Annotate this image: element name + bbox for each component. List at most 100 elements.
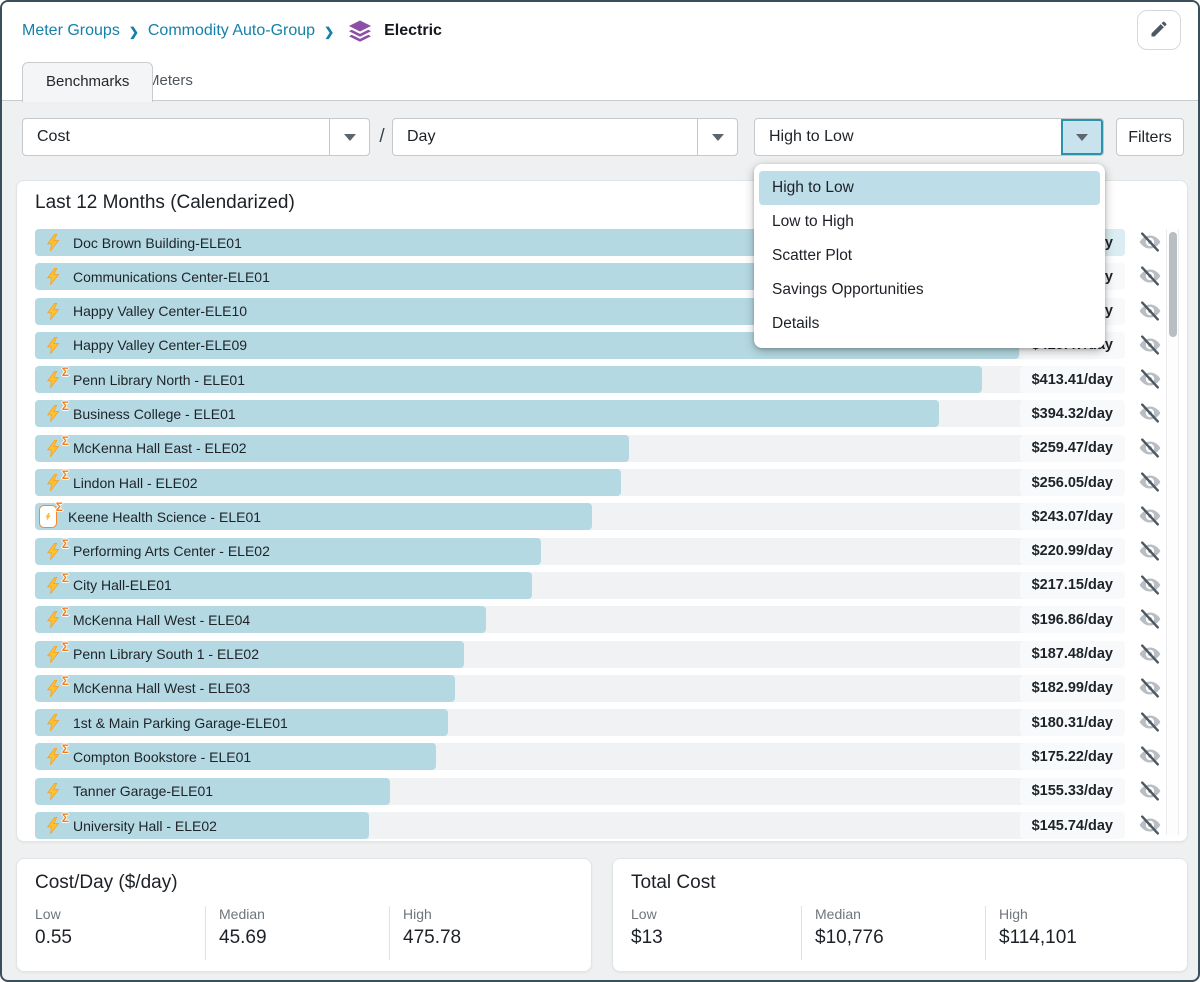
stat-low: Low 0.55 <box>35 906 205 960</box>
view-select-arrow[interactable] <box>1061 119 1103 155</box>
benchmark-bar-track[interactable]: Σ Keene Health Science - ELE01 $243.07/day <box>35 500 1125 531</box>
sigma-badge: Σ <box>61 399 69 414</box>
sigma-badge: Σ <box>61 742 69 757</box>
lightning-sigma-icon: Σ <box>44 605 69 629</box>
hide-meter-button[interactable] <box>1137 573 1163 598</box>
lightning-icon <box>44 268 62 286</box>
hide-meter-button[interactable] <box>1137 504 1163 529</box>
hide-meter-button[interactable] <box>1137 436 1163 461</box>
menu-option-details[interactable]: Details <box>772 315 820 332</box>
edit-button[interactable] <box>1137 10 1181 50</box>
hide-meter-button[interactable] <box>1137 367 1163 392</box>
lightning-sigma-icon: Σ <box>44 674 69 697</box>
hide-meter-button[interactable] <box>1137 299 1163 324</box>
meter-name: City Hall-ELE01 <box>73 577 172 594</box>
hide-meter-button[interactable] <box>1137 710 1163 735</box>
hide-meter-button[interactable] <box>1137 779 1163 804</box>
eye-off-icon <box>1137 369 1163 394</box>
scrollbar-track[interactable] <box>1166 229 1179 835</box>
benchmark-bar-track[interactable]: Σ Penn Library South 1 - ELE02 $187.48/day <box>35 640 1125 668</box>
benchmark-bar-track[interactable]: Σ McKenna Hall West - ELE04 $196.86/day <box>35 605 1125 634</box>
hide-meter-button[interactable] <box>1137 230 1163 255</box>
hide-meter-button[interactable] <box>1137 264 1163 289</box>
sigma-badge: Σ <box>61 673 69 688</box>
benchmark-bar-track[interactable]: Σ University Hall - ELE02 $145.74/day <box>35 811 1125 840</box>
benchmark-row-content: Σ Penn Library North - ELE01 <box>44 365 245 393</box>
lightning-icon <box>44 782 62 800</box>
chevron-right-icon: ❯ <box>324 24 335 39</box>
view-select[interactable]: High to Low <box>754 118 1104 156</box>
benchmark-bar <box>35 743 437 771</box>
eye-off-icon <box>1137 746 1163 771</box>
menu-option-low-to-high[interactable]: Low to High <box>772 213 854 230</box>
meter-name: Communications Center-ELE01 <box>73 268 270 285</box>
menu-option-high-to-low[interactable]: High to Low <box>759 171 1100 205</box>
benchmark-bar-track[interactable]: Σ Lindon Hall - ELE02 $256.05/day <box>35 468 1125 497</box>
hide-meter-button[interactable] <box>1137 642 1163 667</box>
hide-meter-button[interactable] <box>1137 401 1163 426</box>
tab-benchmarks[interactable]: Benchmarks <box>22 62 154 102</box>
menu-option-savings-opportunities[interactable]: Savings Opportunities <box>772 281 924 298</box>
meter-value: $256.05/day <box>1019 469 1125 497</box>
period-select[interactable]: Day <box>392 118 738 156</box>
hide-meter-button[interactable] <box>1137 470 1163 495</box>
breadcrumb-commodity-auto-group[interactable]: Commodity Auto-Group <box>147 22 316 39</box>
benchmark-row-content: Happy Valley Center-ELE09 <box>44 332 247 359</box>
eye-off-icon <box>1137 266 1163 291</box>
benchmark-bar-track[interactable]: Σ McKenna Hall East - ELE02 $259.47/day <box>35 434 1125 462</box>
hide-meter-button[interactable] <box>1137 676 1163 701</box>
benchmark-row: Σ Keene Health Science - ELE01 $243.07/day <box>35 500 1163 531</box>
meter-name: Compton Bookstore - ELE01 <box>73 748 252 765</box>
benchmark-bar <box>35 537 541 565</box>
lightning-sigma-icon: Σ <box>44 811 69 835</box>
tab-meters[interactable]: Meters <box>147 72 193 89</box>
hide-meter-button[interactable] <box>1137 333 1163 358</box>
benchmark-bar-track[interactable]: Tanner Garage-ELE01 $155.33/day <box>35 777 1125 805</box>
meter-name: McKenna Hall West - ELE04 <box>73 611 251 628</box>
period-select-arrow[interactable] <box>697 119 737 155</box>
benchmark-bar-track[interactable]: 1st & Main Parking Garage-ELE01 $180.31/d… <box>35 709 1125 737</box>
meter-name: Tanner Garage-ELE01 <box>73 783 214 800</box>
benchmark-bar-track[interactable]: Σ City Hall-ELE01 $217.15/day <box>35 571 1125 599</box>
stat-value: $114,101 <box>999 927 1077 948</box>
benchmark-bar-track[interactable]: Σ Compton Bookstore - ELE01 $175.22/day <box>35 742 1125 771</box>
benchmark-row-content: Σ Lindon Hall - ELE02 <box>44 468 198 496</box>
menu-option-scatter-plot[interactable]: Scatter Plot <box>772 247 853 264</box>
benchmark-bar <box>35 812 369 840</box>
hide-meter-button[interactable] <box>1137 539 1163 564</box>
benchmark-bar <box>35 606 487 634</box>
benchmark-bar-track[interactable]: Σ Penn Library North - ELE01 $413.41/day <box>35 365 1125 394</box>
scrollbar-thumb[interactable] <box>1169 232 1177 337</box>
benchmark-chart-card: Last 12 Months (Calendarized) Doc Brown … <box>16 180 1188 842</box>
summary-card-title: Total Cost <box>631 872 716 893</box>
benchmark-bar-track[interactable]: Σ Performing Arts Center - ELE02 $220.99/d… <box>35 536 1125 565</box>
metric-select-arrow[interactable] <box>329 119 369 155</box>
breadcrumb-meter-groups[interactable]: Meter Groups <box>22 22 120 39</box>
hide-meter-button[interactable] <box>1137 607 1163 632</box>
eye-off-icon <box>1137 609 1163 634</box>
filters-button[interactable]: Filters <box>1116 118 1184 156</box>
benchmark-bar <box>35 777 391 805</box>
lightning-icon <box>44 714 62 732</box>
benchmark-row-content: Communications Center-ELE01 <box>44 263 270 290</box>
breadcrumb: Meter Groups ❯ Commodity Auto-Group ❯ El… <box>22 19 442 43</box>
metric-select[interactable]: Cost <box>22 118 370 156</box>
benchmark-row: Σ Lindon Hall - ELE02 $256.05/day <box>35 468 1163 497</box>
hide-meter-button[interactable] <box>1137 744 1163 769</box>
benchmark-bar-track[interactable]: Σ Business College - ELE01 $394.32/day <box>35 399 1125 428</box>
stat-label: High <box>403 906 432 922</box>
lightning-sigma-icon: Σ <box>44 742 69 766</box>
meter-value: $187.48/day <box>1019 640 1125 668</box>
benchmark-bar-track[interactable]: Σ McKenna Hall West - ELE03 $182.99/day <box>35 674 1125 702</box>
benchmark-row: Σ Penn Library South 1 - ELE02 $187.48/day <box>35 640 1163 668</box>
summary-card-title: Cost/Day ($/day) <box>35 872 178 893</box>
chevron-down-icon <box>1076 133 1088 141</box>
hide-meter-button[interactable] <box>1137 813 1163 838</box>
eye-off-icon <box>1137 300 1163 326</box>
meter-name: McKenna Hall West - ELE03 <box>73 680 251 697</box>
summary-stats: Low $13 Median $10,776 High $114,101 <box>631 906 1169 960</box>
chart-title: Last 12 Months (Calendarized) <box>35 192 295 213</box>
sigma-badge: Σ <box>61 536 69 551</box>
benchmark-row-content: Doc Brown Building-ELE01 <box>44 229 242 256</box>
benchmark-row: Σ City Hall-ELE01 $217.15/day <box>35 571 1163 599</box>
